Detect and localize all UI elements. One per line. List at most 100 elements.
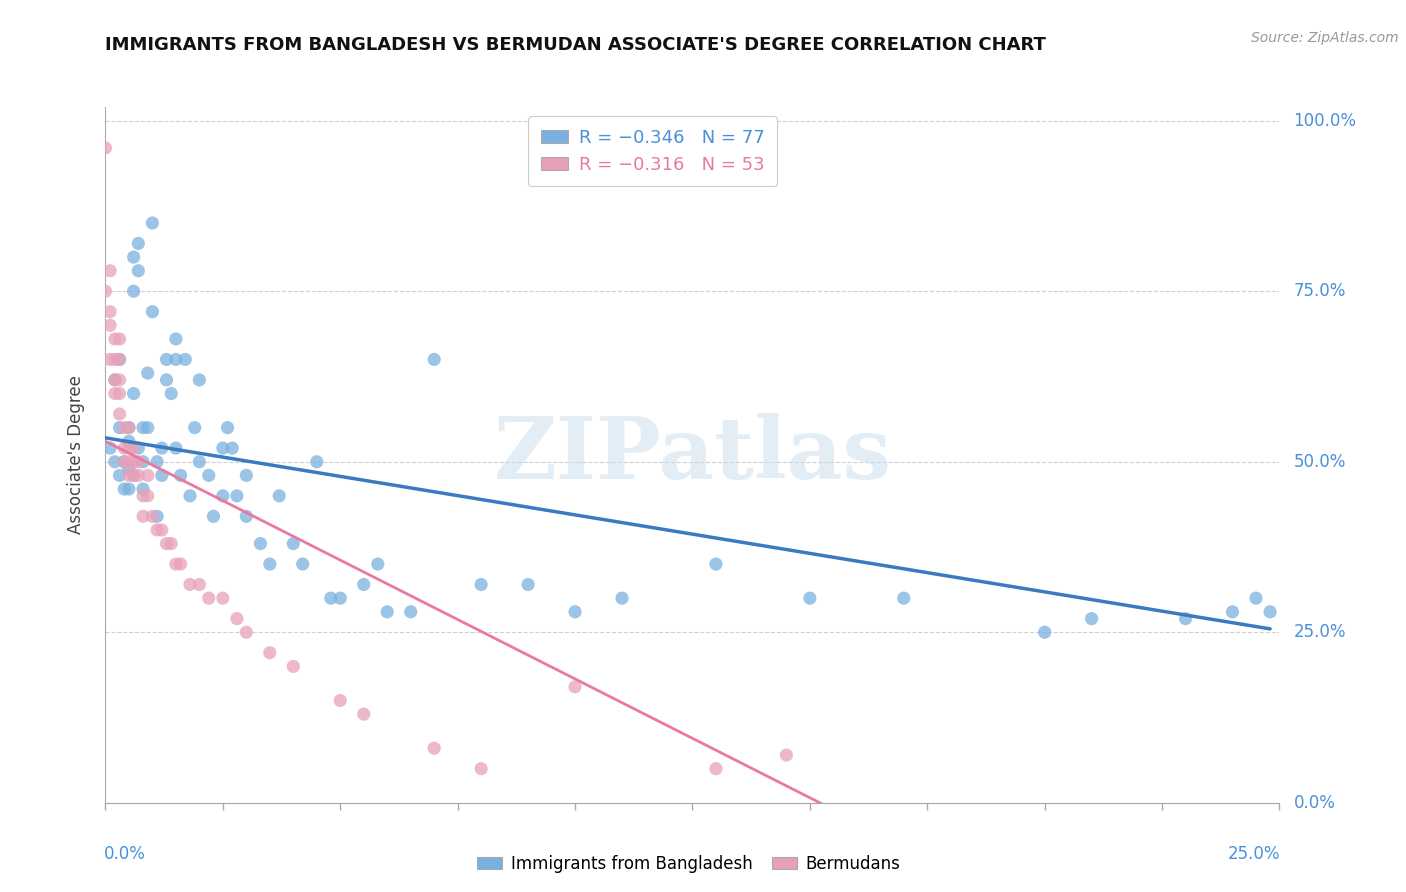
Point (174, 352, 197, 367)
Point (112, 482, 135, 496)
Point (775, 747, 797, 762)
Point (118, 441, 141, 455)
Y-axis label: Associate's Degree: Associate's Degree (66, 376, 84, 534)
Point (399, 605, 422, 619)
Point (291, 557, 314, 571)
Point (132, 509, 155, 524)
Point (470, 577, 492, 591)
Point (104, 386, 127, 401)
Point (104, 332, 127, 346)
Point (108, 420, 131, 434)
Point (423, 741, 446, 756)
Point (98, 304, 121, 318)
Point (160, 386, 183, 401)
Point (329, 591, 352, 606)
Point (165, 557, 187, 571)
Point (305, 455, 328, 469)
Point (108, 468, 131, 483)
Point (269, 489, 291, 503)
Point (118, 461, 141, 475)
Point (141, 216, 163, 230)
Point (704, 762, 727, 776)
Point (122, 441, 145, 455)
Point (704, 557, 727, 571)
Point (150, 523, 173, 537)
Point (118, 468, 141, 483)
Point (94, 284, 117, 298)
Point (132, 489, 155, 503)
Point (353, 577, 375, 591)
Point (127, 455, 149, 469)
Point (799, 591, 821, 606)
Point (108, 352, 131, 367)
Point (1222, 605, 1244, 619)
Point (319, 591, 342, 606)
Point (108, 407, 131, 421)
Point (112, 441, 135, 455)
Point (108, 352, 131, 367)
Point (94, 141, 117, 155)
Point (122, 468, 145, 483)
Point (423, 352, 446, 367)
Point (226, 612, 249, 626)
Point (98, 441, 121, 455)
Point (155, 373, 177, 387)
Point (188, 373, 211, 387)
Point (165, 352, 187, 367)
Point (136, 420, 159, 434)
Point (211, 489, 233, 503)
Point (127, 264, 149, 278)
Point (104, 373, 127, 387)
Point (160, 536, 183, 550)
Point (169, 468, 191, 483)
Point (136, 489, 159, 503)
Point (1080, 612, 1102, 626)
Point (122, 455, 145, 469)
Point (98, 318, 121, 333)
Point (179, 489, 201, 503)
Text: 50.0%: 50.0% (1294, 453, 1346, 471)
Text: ZIPatlas: ZIPatlas (494, 413, 891, 497)
Point (1258, 605, 1281, 619)
Point (249, 536, 271, 550)
Point (118, 455, 141, 469)
Point (211, 591, 233, 606)
Point (118, 482, 141, 496)
Point (367, 557, 389, 571)
Point (118, 434, 141, 449)
Text: 100.0%: 100.0% (1294, 112, 1357, 129)
Point (127, 441, 149, 455)
Point (150, 441, 173, 455)
Point (183, 420, 205, 434)
Point (165, 441, 187, 455)
Point (141, 304, 163, 318)
Point (1033, 625, 1056, 640)
Point (98, 352, 121, 367)
Point (188, 577, 211, 591)
Point (179, 577, 201, 591)
Point (112, 455, 135, 469)
Point (610, 591, 633, 606)
Point (108, 386, 131, 401)
Text: 0.0%: 0.0% (1294, 794, 1336, 812)
Point (235, 509, 257, 524)
Point (127, 236, 149, 251)
Point (136, 468, 159, 483)
Point (118, 420, 141, 434)
Point (122, 468, 145, 483)
Point (155, 536, 177, 550)
Point (893, 591, 915, 606)
Point (112, 455, 135, 469)
Point (127, 468, 149, 483)
Legend: R = −0.346   N = 77, R = −0.316   N = 53: R = −0.346 N = 77, R = −0.316 N = 53 (529, 116, 778, 186)
Point (1244, 591, 1267, 606)
Point (146, 509, 169, 524)
Point (141, 509, 163, 524)
Point (104, 373, 127, 387)
Point (122, 284, 145, 298)
Point (112, 420, 135, 434)
Text: 75.0%: 75.0% (1294, 282, 1346, 301)
Point (146, 523, 169, 537)
Point (169, 557, 191, 571)
Point (155, 352, 177, 367)
